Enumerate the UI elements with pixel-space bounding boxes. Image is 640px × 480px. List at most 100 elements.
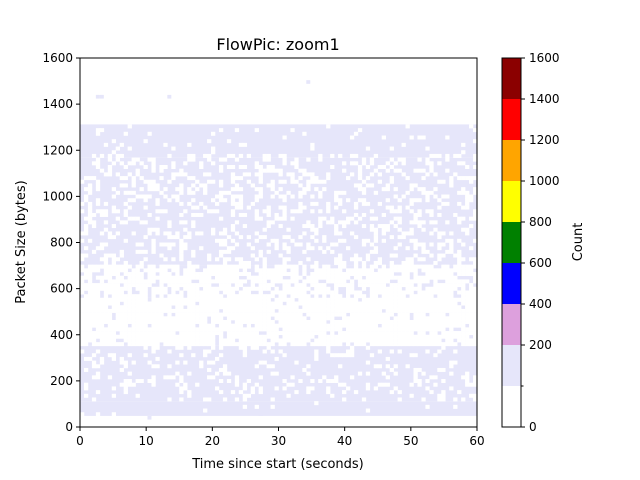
heatmap-empty-bin [421, 334, 426, 339]
heatmap-empty-bin [187, 393, 192, 398]
heatmap-empty-bin [417, 168, 422, 173]
heatmap-empty-bin [385, 198, 390, 203]
heatmap-empty-bin [365, 331, 371, 336]
heatmap-empty-bin [246, 338, 252, 343]
heatmap-empty-bin [187, 176, 192, 181]
heatmap-empty-bin [266, 168, 271, 173]
heatmap-empty-bin [457, 297, 462, 302]
heatmap-empty-bin [171, 264, 176, 269]
heatmap-empty-bin [203, 172, 208, 177]
heatmap-empty-bin [151, 379, 156, 384]
heatmap-empty-bin [310, 194, 315, 199]
heatmap-empty-bin [338, 297, 343, 302]
heatmap-empty-bin [357, 165, 363, 169]
heatmap-empty-bin [445, 323, 450, 328]
heatmap-empty-bin [457, 290, 462, 295]
heatmap-empty-bin [127, 275, 132, 280]
heatmap-empty-bin [111, 224, 117, 229]
heatmap-empty-bin [365, 334, 371, 339]
heatmap-empty-bin [163, 257, 168, 262]
heatmap-empty-bin [473, 379, 478, 384]
heatmap-empty-bin [179, 190, 184, 195]
x-tick-label: 10 [139, 434, 154, 448]
heatmap-empty-bin [353, 305, 359, 310]
heatmap-empty-bin [211, 323, 216, 328]
heatmap-empty-bin [175, 360, 180, 365]
heatmap-empty-bin [465, 165, 470, 169]
heatmap-empty-bin [254, 342, 259, 347]
heatmap-empty-bin [357, 327, 363, 332]
heatmap-empty-bin [437, 153, 442, 158]
heatmap-empty-bin [318, 290, 323, 295]
heatmap-empty-bin [163, 187, 168, 192]
heatmap-empty-bin [87, 216, 93, 221]
heatmap-empty-bin [242, 404, 248, 409]
heatmap-empty-bin [147, 331, 152, 336]
heatmap-empty-bin [373, 290, 379, 295]
heatmap-cell [99, 94, 104, 99]
heatmap-empty-bin [143, 165, 148, 169]
heatmap-empty-bin [393, 268, 398, 273]
heatmap-empty-bin [353, 260, 359, 265]
heatmap-empty-bin [453, 334, 458, 339]
heatmap-empty-bin [314, 312, 319, 317]
heatmap-empty-bin [349, 308, 355, 313]
heatmap-empty-bin [377, 224, 383, 229]
heatmap-empty-bin [393, 209, 398, 214]
heatmap-empty-bin [314, 231, 319, 236]
heatmap-empty-bin [318, 305, 323, 310]
heatmap-empty-bin [135, 283, 140, 288]
heatmap-empty-bin [445, 135, 450, 140]
heatmap-empty-bin [218, 316, 224, 321]
heatmap-empty-bin [429, 327, 434, 332]
heatmap-empty-bin [334, 334, 339, 339]
heatmap-empty-bin [238, 342, 244, 347]
heatmap-empty-bin [342, 312, 347, 317]
heatmap-empty-bin [413, 294, 418, 299]
heatmap-empty-bin [83, 224, 89, 229]
heatmap-empty-bin [345, 198, 351, 203]
heatmap-empty-bin [469, 290, 474, 295]
heatmap-empty-bin [290, 286, 295, 291]
heatmap-empty-bin [218, 216, 224, 221]
heatmap-empty-bin [95, 349, 101, 354]
heatmap-empty-bin [473, 338, 478, 343]
heatmap-empty-bin [214, 386, 220, 391]
heatmap-empty-bin [441, 268, 446, 273]
heatmap-empty-bin [175, 264, 180, 269]
heatmap-empty-bin [151, 323, 156, 328]
heatmap-empty-bin [115, 231, 120, 236]
heatmap-empty-bin [318, 268, 323, 273]
heatmap-empty-bin [433, 301, 438, 306]
heatmap-empty-bin [230, 209, 236, 214]
heatmap-empty-bin [413, 183, 418, 188]
heatmap-empty-bin [115, 327, 120, 332]
heatmap-empty-bin [230, 323, 236, 328]
heatmap-empty-bin [207, 301, 212, 306]
heatmap-empty-bin [322, 334, 327, 339]
heatmap-empty-bin [405, 305, 410, 310]
heatmap-empty-bin [345, 305, 351, 310]
heatmap-empty-bin [115, 172, 120, 177]
heatmap-empty-bin [139, 331, 144, 336]
heatmap-empty-bin [302, 205, 307, 210]
heatmap-empty-bin [163, 338, 168, 343]
heatmap-empty-bin [330, 290, 335, 295]
heatmap-empty-bin [349, 161, 355, 166]
heatmap-empty-bin [453, 172, 458, 177]
heatmap-empty-bin [397, 338, 402, 343]
heatmap-empty-bin [123, 297, 128, 302]
heatmap-empty-bin [461, 331, 466, 336]
heatmap-empty-bin [330, 301, 335, 306]
heatmap-empty-bin [119, 264, 124, 269]
heatmap-empty-bin [155, 319, 160, 324]
heatmap-empty-bin [413, 342, 418, 347]
heatmap-empty-bin [334, 323, 339, 328]
heatmap-empty-bin [95, 323, 101, 328]
heatmap-empty-bin [445, 168, 450, 173]
heatmap-empty-bin [87, 275, 93, 280]
heatmap-empty-bin [397, 297, 402, 302]
heatmap-empty-bin [266, 220, 271, 225]
heatmap-empty-bin [103, 212, 109, 217]
heatmap-empty-bin [361, 331, 367, 336]
